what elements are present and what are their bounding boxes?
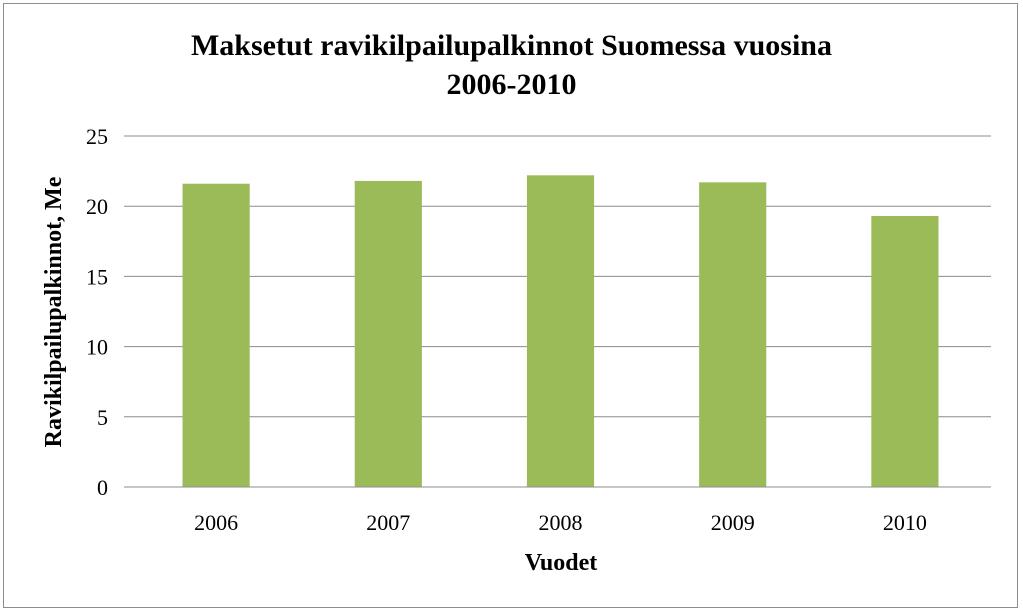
bar-2009 xyxy=(699,182,767,487)
chart-title-line-2: 2006-2010 xyxy=(446,68,577,101)
chart-frame xyxy=(3,3,1018,608)
y-tick-label: 5 xyxy=(97,405,108,430)
x-tick-label: 2010 xyxy=(883,510,927,535)
bar-2007 xyxy=(354,180,422,488)
x-tick-label: 2007 xyxy=(366,510,410,535)
x-tick-label: 2006 xyxy=(194,510,238,535)
y-axis-label: Ravikilpailupalkinnot, Me xyxy=(41,176,67,447)
y-tick-labels: 0 5 10 15 20 25 xyxy=(86,124,108,500)
x-tick-label: 2008 xyxy=(539,510,583,535)
bar-2010 xyxy=(871,216,939,487)
y-tick-label: 20 xyxy=(86,194,108,219)
y-tick-label: 25 xyxy=(86,124,108,149)
y-tick-label: 10 xyxy=(86,335,108,360)
bar-2008 xyxy=(526,175,595,487)
bars xyxy=(182,175,939,488)
bar-2006 xyxy=(182,183,250,487)
x-axis-label: Vuodet xyxy=(525,550,597,576)
y-tick-label: 15 xyxy=(86,264,108,289)
y-tick-label: 0 xyxy=(97,475,108,500)
chart-title: Maksetut ravikilpailupalkinnot Suomessa … xyxy=(0,26,1023,104)
chart-title-line-1: Maksetut ravikilpailupalkinnot Suomessa … xyxy=(190,29,832,62)
x-tick-label: 2009 xyxy=(711,510,755,535)
x-tick-labels: 2006 2007 2008 2009 2010 xyxy=(194,510,927,535)
